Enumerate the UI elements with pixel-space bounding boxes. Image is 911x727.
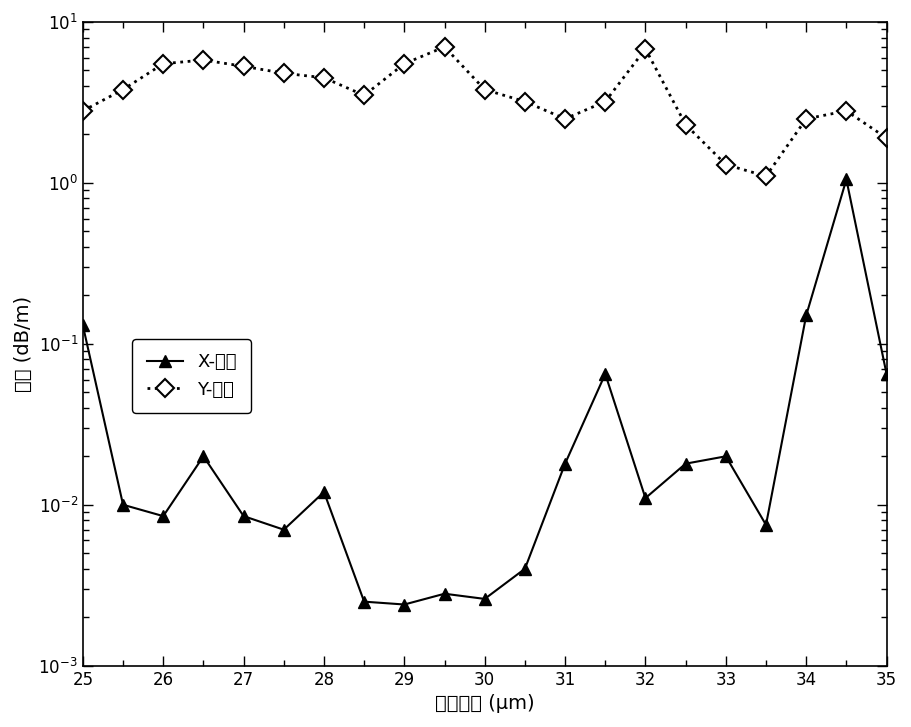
Line: X-偏振: X-偏振 <box>77 174 892 610</box>
X-偏振 <box>801 311 812 320</box>
X-偏振 <box>681 459 691 468</box>
X-偏振 <box>841 175 852 184</box>
X-偏振 <box>559 459 570 468</box>
Y-偏振 <box>841 107 852 116</box>
Y-偏振 <box>198 56 209 65</box>
Y-偏振 <box>761 172 772 180</box>
X-偏振 <box>599 369 610 378</box>
X-偏振 <box>359 598 370 606</box>
X-偏振 <box>118 500 128 509</box>
X-偏振 <box>279 526 290 534</box>
Y-偏振 <box>479 85 490 94</box>
X-偏振 <box>721 452 732 461</box>
Legend: X-偏振, Y-偏振: X-偏振, Y-偏振 <box>132 339 251 413</box>
Line: Y-偏振: Y-偏振 <box>77 41 893 182</box>
Y-偏振 <box>399 60 410 68</box>
X-偏振 <box>640 494 651 502</box>
Y-偏振 <box>881 134 892 142</box>
X-偏振 <box>439 590 450 598</box>
Y-偏振 <box>359 91 370 100</box>
X-axis label: 纤芯直径 (μm): 纤芯直径 (μm) <box>435 694 535 713</box>
Y-偏振 <box>599 97 610 106</box>
X-偏振 <box>77 321 88 330</box>
X-偏振 <box>238 512 249 521</box>
Y-偏振 <box>238 62 249 71</box>
Y-偏振 <box>640 44 651 53</box>
X-偏振 <box>198 452 209 461</box>
X-偏振 <box>479 595 490 603</box>
Y-偏振 <box>721 160 732 169</box>
Y-偏振 <box>319 73 330 82</box>
X-偏振 <box>158 512 169 521</box>
Y-偏振 <box>519 97 530 106</box>
Y-偏振 <box>279 69 290 78</box>
Y-偏振 <box>801 114 812 123</box>
Y-偏振 <box>681 120 691 129</box>
Y-偏振 <box>77 107 88 116</box>
X-偏振 <box>881 369 892 378</box>
Y-偏振 <box>118 85 128 94</box>
Y-偏振 <box>559 114 570 123</box>
X-偏振 <box>319 488 330 497</box>
X-偏振 <box>399 601 410 609</box>
Y-偏振 <box>158 60 169 68</box>
Y-偏振 <box>439 42 450 51</box>
Y-axis label: 损耗 (dB/m): 损耗 (dB/m) <box>14 296 33 392</box>
X-偏振 <box>761 521 772 529</box>
X-偏振 <box>519 564 530 573</box>
